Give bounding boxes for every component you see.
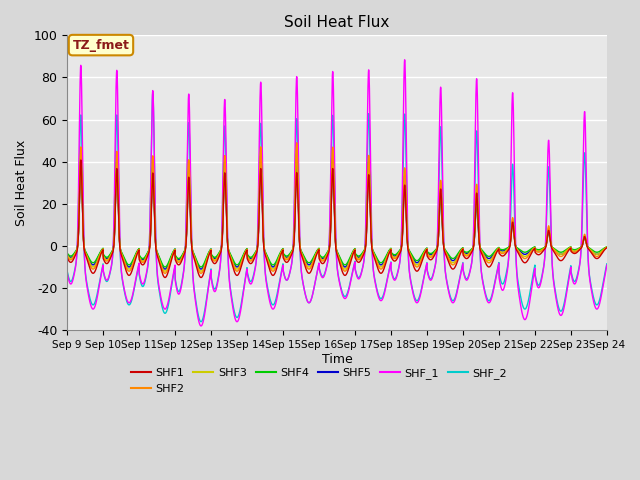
SHF2 [173, 258, 181, 264]
SHF5 [179, 252, 186, 258]
SHF_1 [601, 271, 609, 277]
SHF_2 [149, 91, 157, 96]
SHF3 [63, 252, 71, 258]
SHF_2 [603, 261, 611, 267]
SHF5 [601, 245, 609, 251]
SHF1 [603, 245, 611, 251]
SHF2 [412, 263, 419, 269]
SHF1 [488, 260, 496, 266]
SHF2 [293, 140, 301, 145]
SHF_1 [401, 57, 408, 63]
SHF2 [63, 253, 71, 259]
SHF3 [412, 261, 419, 267]
SHF5 [161, 266, 169, 272]
SHF1 [179, 255, 187, 261]
SHF2 [603, 244, 611, 250]
Line: SHF3: SHF3 [67, 144, 607, 271]
SHF2 [161, 270, 169, 276]
Line: SHF1: SHF1 [67, 160, 607, 277]
SHF5 [412, 259, 419, 265]
SHF4 [161, 264, 169, 270]
SHF_1 [488, 293, 496, 299]
SHF3 [179, 253, 186, 259]
SHF4 [601, 245, 609, 251]
SHF_1 [173, 287, 180, 293]
SHF_1 [603, 262, 611, 268]
SHF5 [603, 244, 611, 250]
SHF1 [266, 265, 273, 271]
Text: TZ_fmet: TZ_fmet [72, 38, 129, 52]
SHF2 [601, 246, 609, 252]
SHF_2 [412, 297, 419, 302]
SHF4 [488, 252, 496, 257]
X-axis label: Time: Time [322, 353, 353, 366]
SHF4 [179, 252, 186, 257]
SHF_2 [173, 285, 181, 291]
SHF3 [161, 268, 169, 274]
SHF3 [488, 255, 496, 261]
Y-axis label: Soil Heat Flux: Soil Heat Flux [15, 140, 28, 226]
SHF_1 [63, 270, 71, 276]
SHF1 [601, 246, 609, 252]
Line: SHF5: SHF5 [67, 153, 607, 269]
SHF1 [63, 255, 71, 261]
SHF3 [173, 257, 181, 263]
SHF5 [266, 259, 273, 265]
Line: SHF_2: SHF_2 [67, 94, 607, 322]
SHF5 [488, 253, 496, 259]
SHF4 [293, 152, 301, 158]
Line: SHF4: SHF4 [67, 155, 607, 267]
SHF1 [412, 267, 419, 273]
SHF4 [412, 257, 419, 263]
SHF_2 [266, 293, 273, 299]
SHF_2 [63, 268, 71, 274]
Legend: SHF1, SHF2, SHF3, SHF4, SHF5, SHF_1, SHF_2: SHF1, SHF2, SHF3, SHF4, SHF5, SHF_1, SHF… [127, 364, 511, 398]
SHF_2 [179, 274, 186, 280]
Title: Soil Heat Flux: Soil Heat Flux [284, 15, 390, 30]
SHF_1 [179, 276, 186, 282]
SHF_2 [488, 291, 496, 297]
SHF5 [293, 150, 301, 156]
SHF5 [63, 251, 71, 257]
Line: SHF2: SHF2 [67, 143, 607, 273]
SHF1 [77, 157, 84, 163]
SHF_2 [601, 269, 609, 275]
SHF2 [179, 254, 186, 260]
SHF2 [488, 257, 496, 263]
SHF_1 [197, 323, 205, 329]
SHF4 [63, 250, 71, 256]
SHF4 [173, 255, 181, 261]
SHF3 [266, 261, 273, 266]
SHF5 [173, 256, 181, 262]
SHF_1 [266, 297, 273, 302]
SHF3 [601, 245, 609, 251]
SHF1 [173, 261, 181, 266]
SHF_2 [197, 319, 205, 324]
SHF1 [161, 275, 169, 280]
SHF2 [266, 262, 273, 268]
SHF4 [603, 244, 611, 250]
Line: SHF_1: SHF_1 [67, 60, 607, 326]
SHF4 [266, 257, 273, 263]
SHF3 [603, 244, 611, 250]
SHF3 [293, 142, 301, 147]
SHF_1 [412, 299, 419, 304]
